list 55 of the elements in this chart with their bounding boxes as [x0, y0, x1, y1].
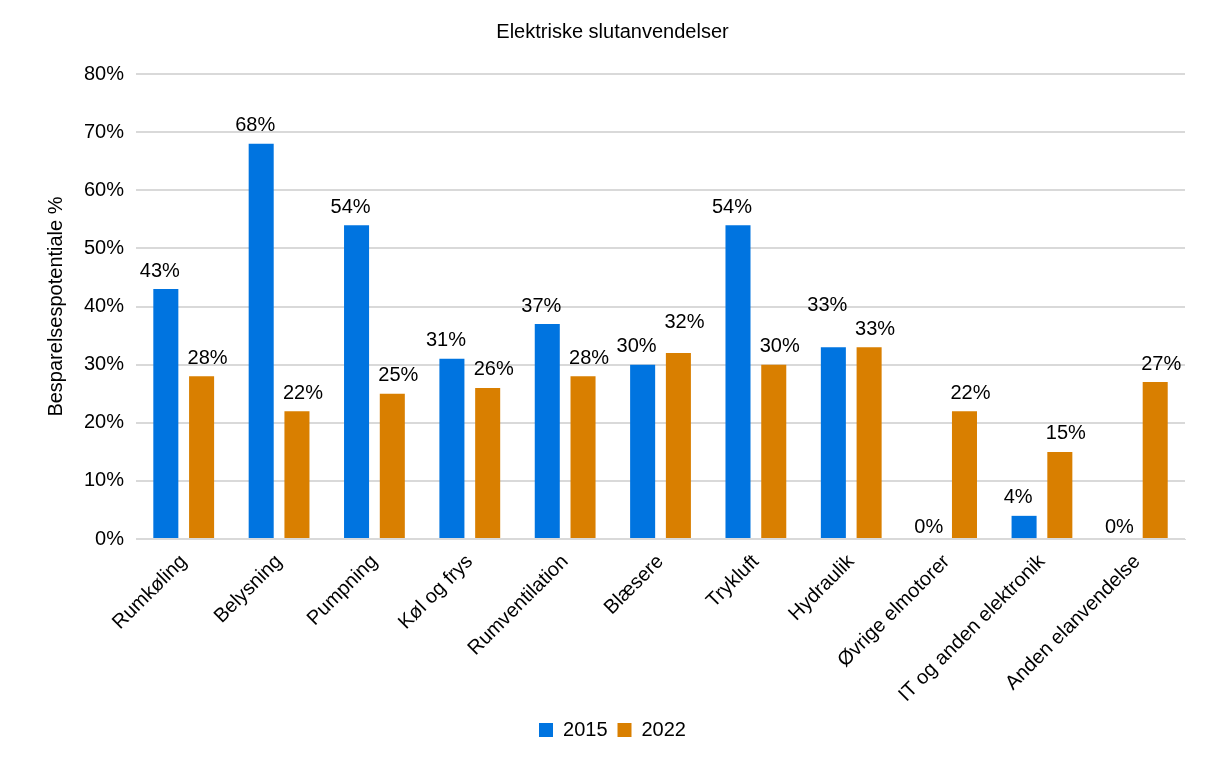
data-label: 33% [807, 292, 848, 315]
data-label: 32% [664, 310, 705, 333]
data-label: 28% [569, 345, 610, 368]
chart-title: Elektriske slutanvendelser [496, 19, 729, 42]
y-tick-label: 20% [84, 410, 125, 433]
data-label: 0% [1104, 514, 1135, 537]
bar [665, 353, 691, 539]
data-label: 26% [473, 357, 514, 380]
bar [439, 358, 465, 539]
data-label: 54% [711, 194, 753, 217]
data-label: 43% [139, 258, 181, 281]
y-tick-label: 40% [84, 294, 125, 317]
data-label: 15% [1045, 421, 1087, 444]
bar [475, 387, 501, 539]
legend-label: 2015 [563, 717, 608, 740]
bar [570, 376, 596, 539]
bar [189, 376, 215, 539]
data-label: 33% [855, 316, 896, 339]
bar [856, 347, 882, 539]
data-label: 27% [1141, 351, 1182, 374]
data-label: 0% [914, 514, 944, 537]
bar [1011, 515, 1037, 539]
y-tick-label: 70% [84, 119, 125, 142]
bar [248, 143, 274, 539]
bar [379, 393, 405, 539]
bar [344, 225, 370, 539]
bar [951, 411, 977, 539]
bar [725, 225, 751, 539]
data-label: 30% [616, 334, 657, 357]
data-label: 54% [330, 194, 371, 217]
bar [630, 364, 656, 539]
y-tick-label: 60% [84, 177, 125, 200]
y-tick-label: 10% [84, 468, 125, 491]
y-tick-label: 80% [84, 61, 125, 84]
bar [284, 411, 310, 539]
y-axis-title: Besparelsespotentiale % [43, 196, 66, 417]
bar [534, 323, 560, 539]
data-label: 22% [282, 380, 324, 403]
y-tick-label: 30% [84, 352, 125, 375]
y-tick-label: 50% [84, 235, 125, 258]
data-label: 25% [378, 363, 419, 386]
bar [820, 347, 846, 539]
data-label: 30% [759, 334, 800, 357]
bar [761, 364, 787, 539]
bar [1047, 451, 1073, 539]
data-label: 22% [950, 380, 991, 403]
legend-label: 2022 [641, 717, 686, 740]
data-label: 37% [521, 293, 562, 316]
bar [1142, 382, 1168, 539]
data-label: 68% [235, 113, 276, 136]
data-label: 28% [187, 345, 228, 368]
data-label: 31% [425, 328, 467, 351]
data-label: 4% [1003, 485, 1033, 508]
y-tick-label: 0% [95, 526, 125, 549]
bar [153, 289, 179, 539]
